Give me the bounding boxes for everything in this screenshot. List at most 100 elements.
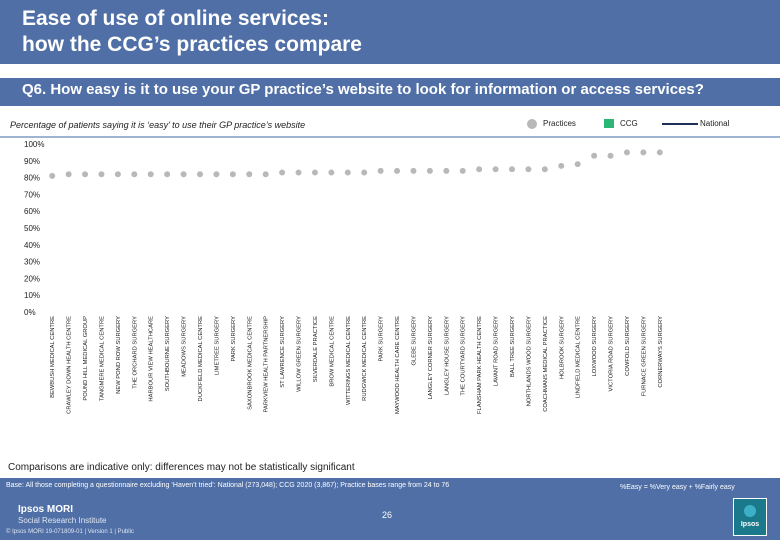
ccg-swatch bbox=[604, 119, 614, 128]
x-category-label: BROW MEDICAL CENTRE bbox=[329, 316, 335, 387]
x-category-label: MEADOWS SURGERY bbox=[182, 316, 188, 377]
practice-point bbox=[491, 165, 500, 173]
x-category-label: DUCKFIELD MEDICAL CENTRE bbox=[198, 316, 204, 402]
practice-point bbox=[65, 170, 73, 178]
practice-point bbox=[590, 152, 598, 160]
page-number: 26 bbox=[382, 510, 393, 520]
x-category-label: SOUTHBOURNE SURGERY bbox=[165, 316, 171, 391]
x-category-label: ST LAWRENCE SURGERY bbox=[280, 316, 286, 388]
x-category-label: THE ORCHARD SURGERY bbox=[132, 316, 138, 389]
y-tick-label: 40% bbox=[24, 241, 40, 250]
x-category-label: LOXWOOD SURGERY bbox=[592, 316, 598, 377]
x-category-label: NORTHLANDS WOOD SURGERY bbox=[526, 316, 532, 406]
x-category-label: LANGLEY HOUSE SURGERY bbox=[444, 316, 450, 395]
practice-point bbox=[656, 148, 664, 156]
practice-point bbox=[327, 168, 335, 177]
x-category-label: COACHMANS MEDICAL PRACTICE bbox=[543, 316, 549, 412]
practice-point bbox=[426, 167, 434, 175]
y-tick-label: 80% bbox=[24, 174, 40, 183]
practice-point bbox=[344, 168, 352, 177]
legend-national-label: National bbox=[700, 119, 730, 128]
practices-swatch bbox=[527, 119, 537, 129]
question-bar: Q6. How easy is it to use your GP practi… bbox=[0, 78, 780, 106]
header-divider bbox=[0, 136, 780, 138]
y-tick-label: 100% bbox=[24, 140, 44, 149]
footer-bar: Base: All those completing a questionnai… bbox=[0, 478, 780, 540]
practice-chart: 0% 10% 20% 30% 40% 50% 60% 70% 80% 90% 100% BEWBUSH… bbox=[24, 140, 664, 414]
practice-point bbox=[623, 148, 631, 156]
y-tick-label: 70% bbox=[24, 190, 40, 199]
y-tick-label: 30% bbox=[24, 258, 40, 267]
practice-point bbox=[639, 148, 647, 156]
x-category-label: LANGLEY CORNER SURGERY bbox=[428, 316, 434, 400]
ipsos-mori-logo-text: Ipsos MORI bbox=[18, 504, 74, 515]
practice-point bbox=[48, 172, 56, 180]
practice-point bbox=[114, 170, 122, 178]
practice-point bbox=[196, 170, 204, 178]
practice-point bbox=[262, 170, 270, 178]
practice-point bbox=[393, 167, 401, 175]
y-tick-label: 0% bbox=[24, 308, 36, 317]
practice-point bbox=[475, 165, 483, 173]
x-category-label: GLEBE SURGERY bbox=[411, 316, 417, 366]
x-category-label: FURNACE GREEN SURGERY bbox=[641, 316, 647, 397]
base-note: Base: All those completing a questionnai… bbox=[6, 482, 450, 489]
x-category-label: PARK SURGERY bbox=[379, 316, 385, 362]
practice-point bbox=[409, 167, 418, 175]
practice-point bbox=[377, 167, 385, 175]
x-category-label: LAVANT ROAD SURGERY bbox=[494, 316, 500, 386]
practice-point bbox=[508, 165, 516, 173]
x-category-label: MAYWOOD HEALTH CARE CENTRE bbox=[395, 316, 401, 414]
x-category-label: HOLBROOK SURGERY bbox=[559, 316, 565, 379]
chart-subtitle: Percentage of patients saying it is ‘eas… bbox=[10, 120, 306, 130]
x-category-label: RUDGWICK MEDICAL CENTRE bbox=[362, 316, 368, 401]
page-title: Ease of use of online services: how the … bbox=[22, 7, 362, 56]
ipsos-logo: Ipsos bbox=[733, 498, 767, 536]
practice-point bbox=[163, 170, 171, 178]
x-category-label: COWFOLD SURGERY bbox=[625, 316, 631, 376]
x-category-label: NEW POND ROW SURGERY bbox=[116, 316, 122, 394]
practice-point bbox=[606, 152, 615, 160]
practice-point bbox=[147, 170, 155, 178]
practice-point bbox=[81, 170, 89, 178]
x-category-label: WITTERINGS MEDICAL CENTRE bbox=[346, 316, 352, 405]
x-category-label: TANGMERE MEDICAL CENTRE bbox=[99, 316, 105, 401]
x-category-label: FLANSHAM PARK HEALTH CENTRE bbox=[477, 316, 483, 414]
y-tick-label: 20% bbox=[24, 274, 40, 283]
y-tick-label: 60% bbox=[24, 207, 40, 216]
national-swatch bbox=[662, 123, 698, 125]
x-category-label: SAXONBROOK MEDICAL CENTRE bbox=[247, 316, 253, 410]
practice-point bbox=[459, 167, 467, 175]
x-category-label: HARBOUR VIEW HEALTHCARE bbox=[149, 316, 155, 402]
practice-point bbox=[130, 170, 138, 178]
practice-point bbox=[97, 170, 106, 178]
practice-point bbox=[524, 165, 533, 173]
legend-ccg-label: CCG bbox=[620, 119, 638, 128]
ipsos-mark-icon bbox=[744, 505, 756, 517]
practice-point bbox=[442, 167, 450, 175]
legend-practices-label: Practices bbox=[543, 119, 576, 128]
practice-point bbox=[360, 168, 368, 177]
easy-formula: %Easy = %Very easy + %Fairly easy bbox=[620, 484, 735, 491]
practice-point bbox=[557, 162, 565, 170]
x-category-label: CRAWLEY DOWN HEALTH CENTRE bbox=[67, 316, 73, 414]
sri-logo-text: Social Research Institute bbox=[18, 516, 107, 525]
practice-point bbox=[294, 168, 303, 177]
x-category-label: LINDFIELD MEDICAL CENTRE bbox=[576, 316, 582, 398]
x-category-label: LIMETREE SURGERY bbox=[214, 316, 220, 375]
x-category-label: VICTORIA ROAD SURGERY bbox=[609, 316, 615, 392]
x-category-label: POUND HILL MEDICAL GROUP bbox=[83, 316, 89, 401]
x-category-label: CORNERWAYS SURGERY bbox=[658, 316, 664, 388]
x-category-label: WILLOW GREEN SURGERY bbox=[297, 316, 303, 392]
practice-point bbox=[245, 170, 253, 178]
x-category-label: SILVERDALE PRACTICE bbox=[313, 316, 319, 382]
copyright-text: © Ipsos MORI 19-071809-01 | Version 1 | … bbox=[6, 529, 134, 535]
question-text: Q6. How easy is it to use your GP practi… bbox=[22, 81, 704, 98]
y-tick-label: 50% bbox=[24, 224, 40, 233]
practice-point bbox=[278, 168, 286, 177]
practice-point bbox=[179, 170, 188, 178]
practice-point bbox=[541, 165, 549, 173]
x-category-label: PARKVIEW HEALTH PARTNERSHIP bbox=[264, 316, 270, 413]
practice-point bbox=[311, 168, 319, 177]
x-category-label: PARK SURGERY bbox=[231, 316, 237, 362]
